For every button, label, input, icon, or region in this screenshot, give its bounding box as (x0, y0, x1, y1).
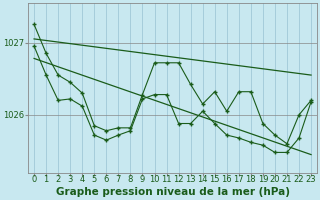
X-axis label: Graphe pression niveau de la mer (hPa): Graphe pression niveau de la mer (hPa) (56, 187, 290, 197)
